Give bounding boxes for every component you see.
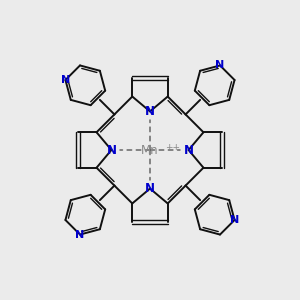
Text: N: N bbox=[184, 143, 194, 157]
Text: ++: ++ bbox=[165, 143, 180, 152]
Text: N: N bbox=[145, 105, 155, 118]
Text: N: N bbox=[75, 230, 85, 240]
Text: N: N bbox=[61, 75, 70, 85]
Text: N: N bbox=[145, 182, 155, 195]
Text: N: N bbox=[215, 60, 225, 70]
Text: N: N bbox=[230, 215, 239, 225]
Text: Mn: Mn bbox=[141, 143, 159, 157]
Text: N: N bbox=[106, 143, 116, 157]
